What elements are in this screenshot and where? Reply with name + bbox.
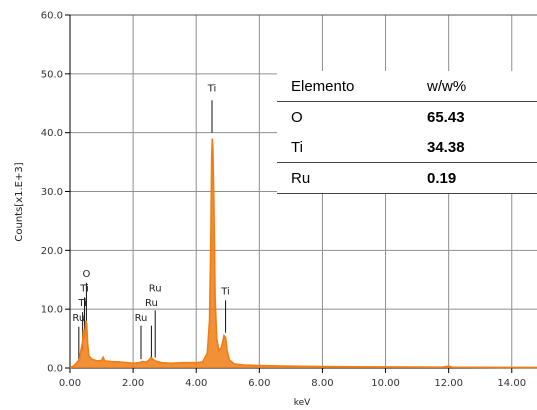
peak-label: Ti — [79, 284, 89, 295]
x-tick-label: 12.00 — [434, 378, 463, 389]
peak-marker-lines — [78, 100, 227, 360]
y-tick-labels: 0.0 10.0 20.0 30.0 40.0 50.0 60.0 — [41, 11, 63, 375]
peak-labels: O Ti Ti Ru Ru Ru Ru Ti Ti — [72, 83, 229, 323]
x-tick-label: 14.00 — [497, 378, 526, 389]
value-cell: 0.19 — [413, 162, 537, 194]
header-element: Elemento — [277, 71, 413, 102]
table-row: Ru 0.19 — [277, 162, 537, 194]
x-tick-label: 2.00 — [122, 378, 144, 389]
peak-label: Ti — [220, 286, 230, 297]
x-tick-label: 10.00 — [371, 378, 400, 389]
y-tick-label: 20.0 — [41, 246, 63, 257]
table-header-row: Elemento w/w% — [277, 71, 537, 102]
element-cell: Ti — [277, 132, 413, 163]
y-tick-label: 40.0 — [41, 128, 63, 139]
y-tick-label: 30.0 — [41, 187, 63, 198]
peak-label: O — [82, 269, 90, 280]
header-wt-percent: w/w% — [413, 71, 537, 102]
x-tick-label: 4.00 — [185, 378, 207, 389]
peak-label: Ru — [149, 284, 162, 295]
x-tick-label: 0.00 — [59, 378, 81, 389]
x-tick-label: 8.00 — [311, 378, 333, 389]
x-axis-label: keV — [294, 398, 311, 408]
element-cell: O — [291, 108, 303, 126]
y-tick-label: 0.0 — [47, 364, 63, 375]
peak-label: Ti — [77, 298, 87, 309]
peak-label: Ti — [207, 83, 217, 94]
element-cell: Ru — [277, 162, 413, 194]
composition-table: Elemento w/w% O 65.43 Ti 34.38 Ru 0.19 — [277, 71, 537, 194]
spectrum-series — [69, 138, 537, 369]
value-cell: 34.38 — [413, 132, 537, 163]
table-row: Ti 34.38 — [277, 132, 537, 163]
y-tick-label: 60.0 — [41, 11, 63, 22]
peak-label: Ru — [72, 313, 85, 324]
y-tick-label: 50.0 — [41, 69, 63, 80]
spectrum-line — [69, 138, 537, 369]
peak-label: Ru — [135, 313, 148, 324]
y-axis-label: Counts[x1.E+3] — [14, 162, 25, 241]
y-tick-label: 10.0 — [41, 305, 63, 316]
peak-label: Ru — [145, 298, 158, 309]
value-cell: 65.43 — [427, 108, 465, 126]
table-row: O 65.43 — [277, 102, 537, 133]
x-tick-label: 6.00 — [248, 378, 270, 389]
x-tick-labels: 0.00 2.00 4.00 6.00 8.00 10.00 12.00 14.00 — [59, 378, 526, 389]
